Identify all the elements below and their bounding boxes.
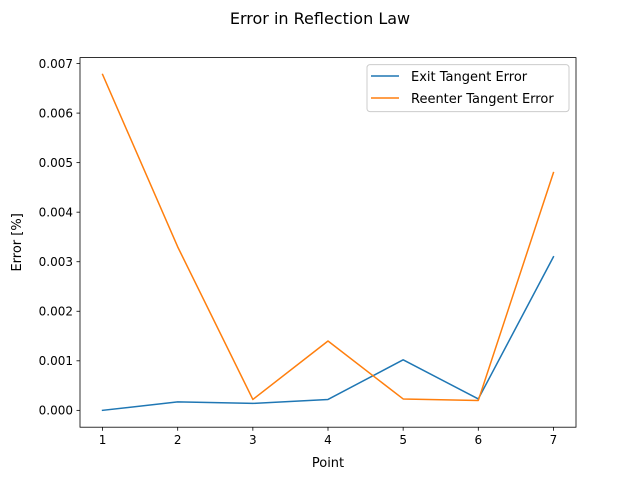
y-axis-ticks: 0.000 0.001 0.002 0.003 0.004 0.005 0.006 0.007: [39, 57, 80, 418]
y-tick-label: 0.002: [39, 305, 73, 319]
y-tick-label: 0.007: [39, 57, 73, 71]
y-tick-label: 0.000: [39, 404, 73, 418]
x-tick-label: 3: [249, 433, 257, 447]
x-tick-label: 5: [399, 433, 407, 447]
legend-label-exit: Exit Tangent Error: [411, 70, 528, 85]
x-tick-label: 6: [474, 433, 482, 447]
legend-box: [366, 64, 570, 113]
y-tick-label: 0.005: [39, 156, 73, 170]
x-tick-label: 7: [550, 433, 558, 447]
legend: Exit Tangent Error Reenter Tangent Error: [366, 64, 570, 113]
legend-label-reenter: Reenter Tangent Error: [411, 92, 554, 107]
series-line-reenter-tangent-error: [101, 73, 555, 402]
x-axis-label: Point: [312, 456, 344, 471]
y-tick-label: 0.004: [39, 205, 73, 219]
x-tick-label: 4: [324, 433, 332, 447]
y-tick-label: 0.003: [39, 255, 73, 269]
x-tick-label: 1: [99, 433, 107, 447]
x-axis-ticks: 1 2 3 4 5 6 7: [99, 427, 558, 447]
x-tick-label: 2: [174, 433, 182, 447]
y-tick-label: 0.001: [39, 354, 73, 368]
chart-title: Error in Reflection Law: [230, 9, 410, 28]
y-tick-label: 0.006: [39, 106, 73, 120]
y-axis-label: Error [%]: [10, 213, 25, 271]
series-layer: [101, 73, 555, 412]
